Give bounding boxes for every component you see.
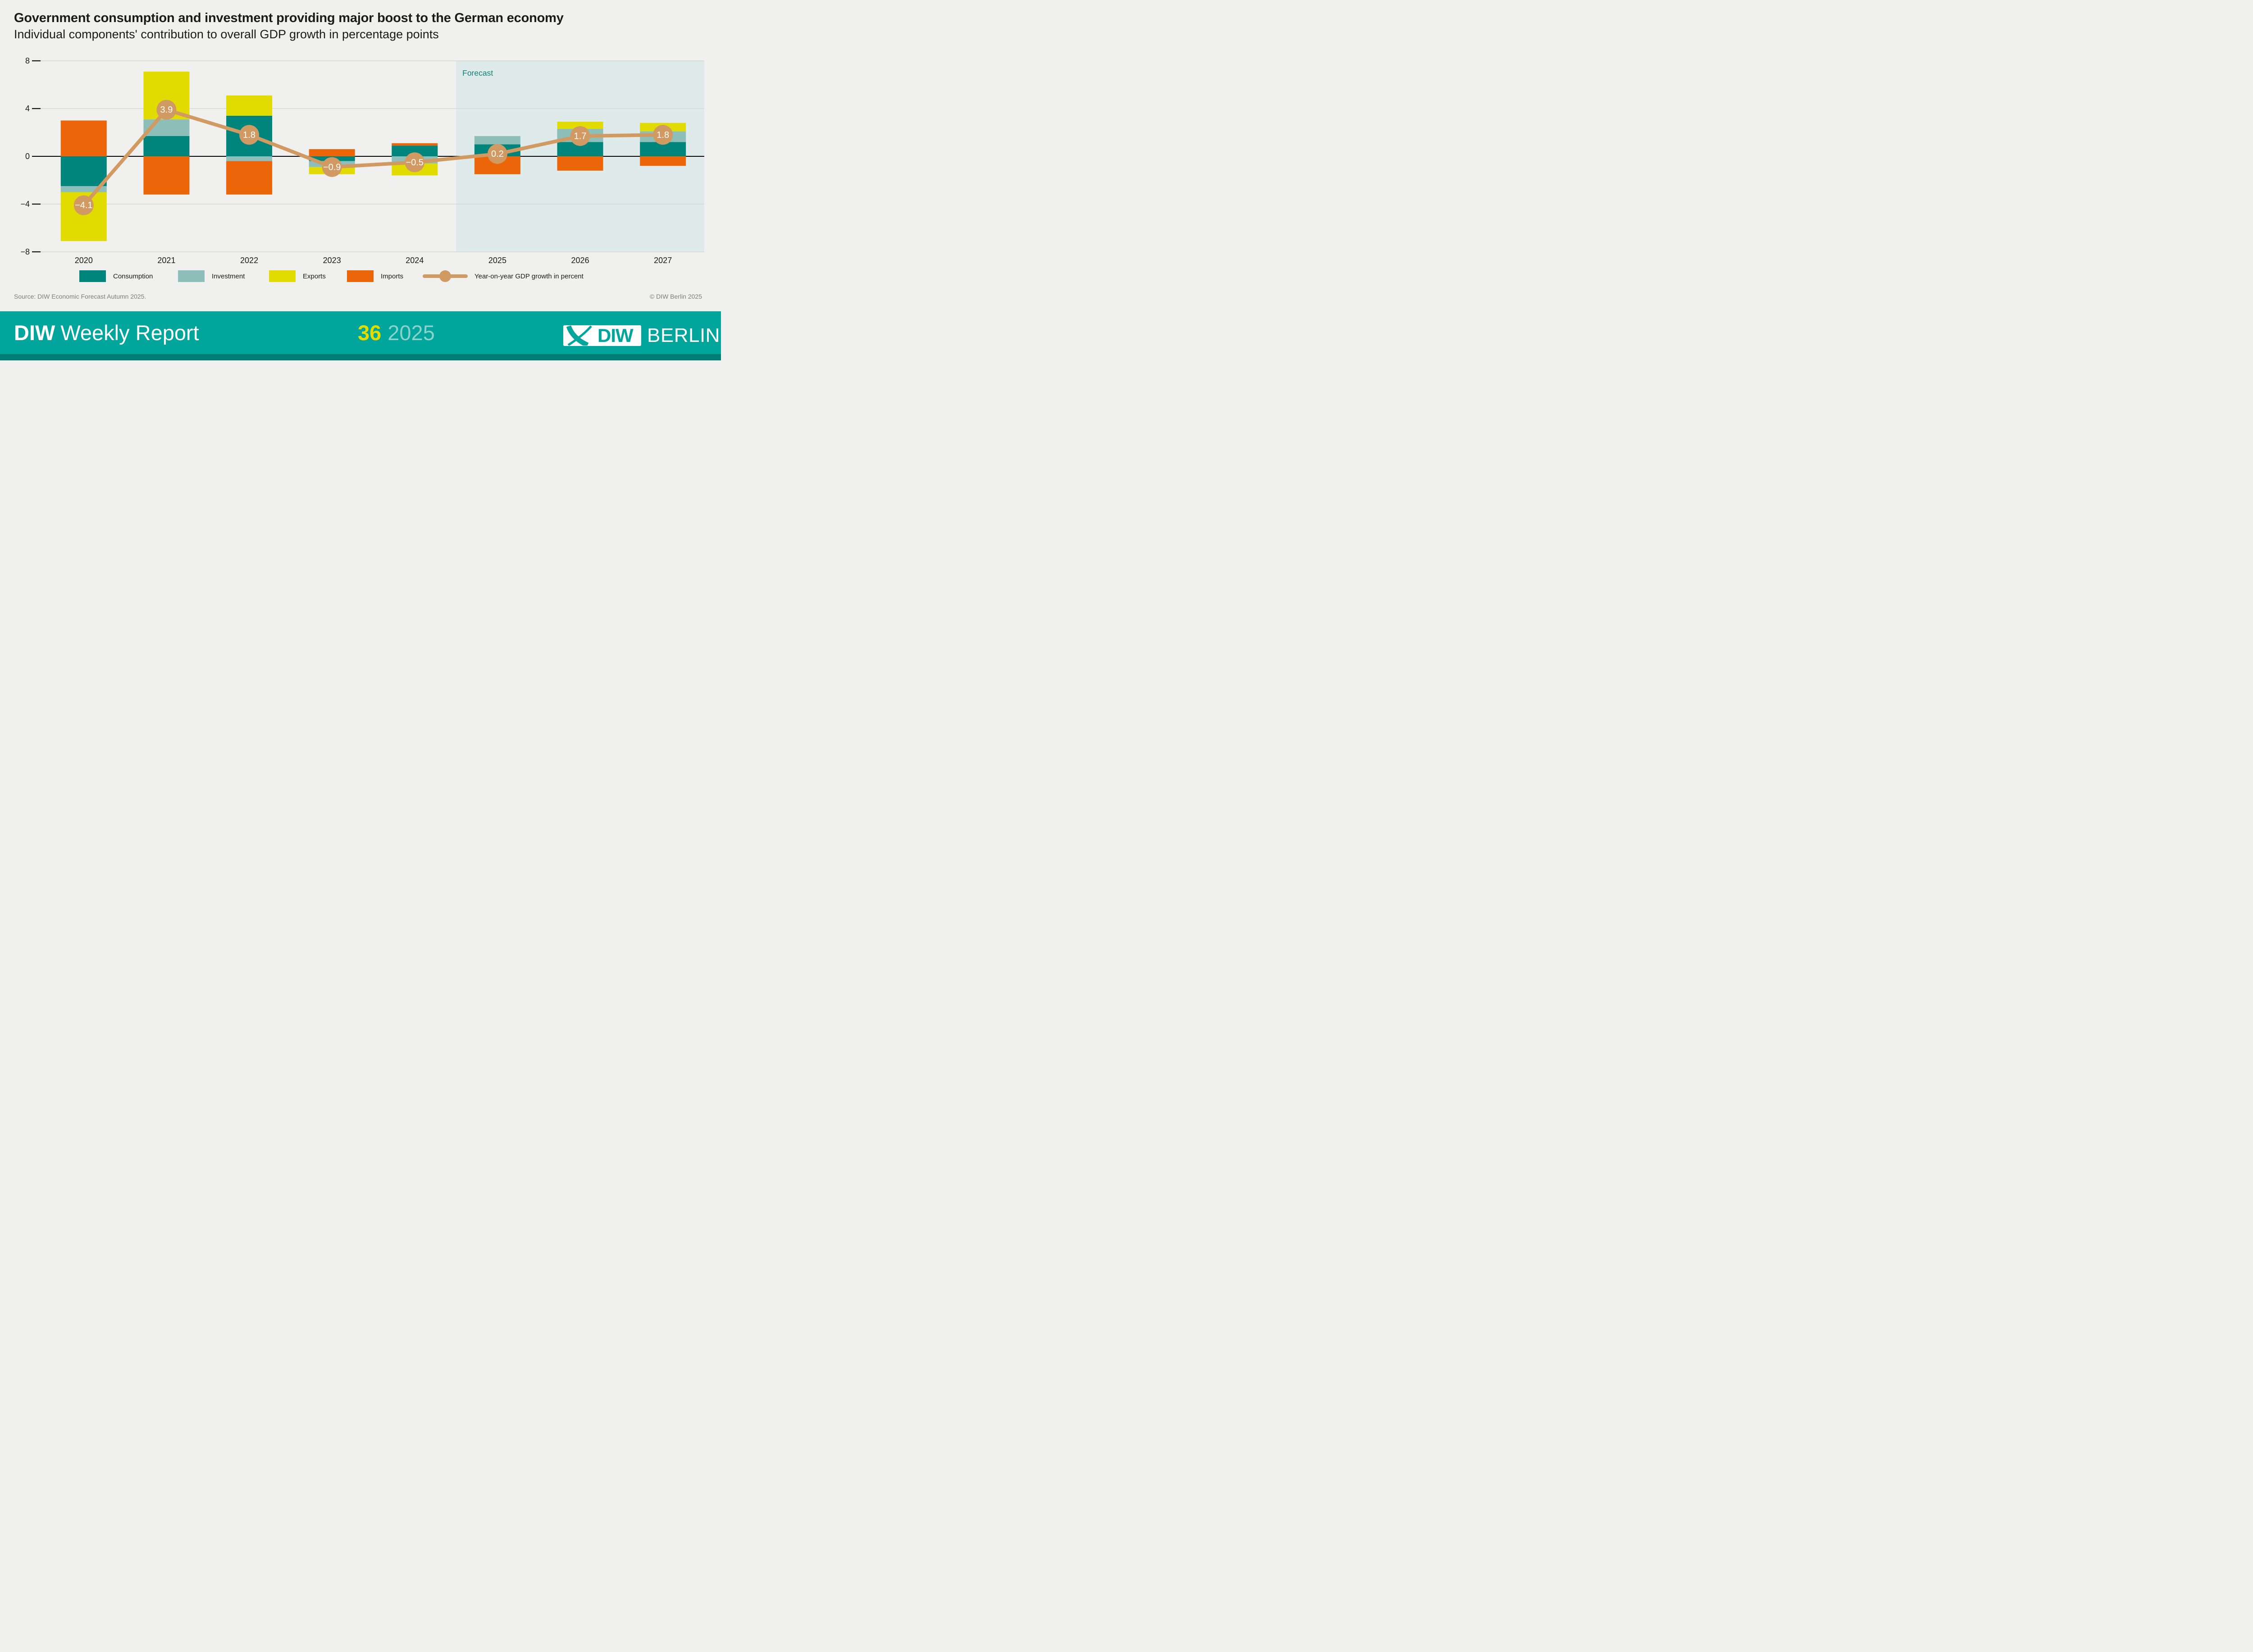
legend-label: Investment (212, 272, 245, 280)
bar-segment-imports-2020 (60, 120, 107, 156)
diw-crossing-curves-icon (566, 326, 592, 346)
bar-segment-exports-2022 (226, 95, 273, 116)
gdp-value-label-2021: 3.9 (160, 105, 173, 115)
x-axis-label-2023: 2023 (323, 256, 341, 265)
legend-item-consumption: Consumption (79, 270, 153, 282)
copyright-text: © DIW Berlin 2025 (649, 293, 702, 300)
publication-name-rest: Weekly Report (60, 321, 199, 345)
gdp-point-2025 (487, 144, 507, 164)
legend-dot (439, 270, 451, 282)
legend-item-investment: Investment (178, 270, 245, 282)
y-axis-label: 4 (25, 104, 30, 113)
x-axis-label-2022: 2022 (240, 256, 258, 265)
gdp-point-2026 (570, 126, 590, 146)
y-axis-label: 8 (25, 56, 30, 65)
chart-legend: Consumption Investment Exports Imports Year-… (0, 270, 721, 282)
gdp-point-2027 (653, 125, 673, 145)
source-text: Source: DIW Economic Forecast Autumn 202… (14, 293, 146, 300)
legend-swatch-consumption (79, 270, 106, 282)
bar-segment-imports-2027 (640, 156, 686, 166)
gdp-value-label-2027: 1.8 (657, 130, 669, 140)
logo-berlin-text: BERLIN (647, 324, 720, 346)
publication-name-diw: DIW (14, 321, 55, 345)
bar-segment-imports-2026 (557, 156, 603, 171)
bar-segment-consumption-2020 (60, 156, 107, 187)
bar-segment-imports-2023 (309, 149, 355, 156)
forecast-label: Forecast (462, 68, 493, 77)
legend-swatch-investment (178, 270, 205, 282)
legend-label: Year-on-year GDP growth in percent (474, 272, 584, 280)
bar-segment-exports-2026 (557, 122, 603, 129)
diw-logo-box: DIW (563, 325, 641, 346)
gdp-point-2024 (405, 152, 425, 173)
gdp-point-2021 (156, 100, 177, 120)
gdp-value-label-2024: −0.5 (406, 158, 424, 168)
bar-segment-investment-2022 (226, 156, 273, 161)
bar-segment-imports-2024 (392, 143, 438, 146)
issue-number: 36 2025 (358, 311, 435, 354)
chart-title: Government consumption and investment pr… (14, 11, 564, 25)
legend-item-imports: Imports (347, 270, 403, 282)
diw-berlin-logo: DIW BERLIN (563, 325, 720, 346)
gdp-value-label-2026: 1.7 (574, 131, 587, 141)
gdp-value-label-2022: 1.8 (243, 130, 255, 140)
bar-segment-consumption-2024 (392, 146, 438, 156)
x-axis-label-2025: 2025 (488, 256, 506, 265)
legend-swatch-exports (269, 270, 296, 282)
page: Government consumption and investment pr… (0, 0, 721, 360)
legend-label: Exports (303, 272, 326, 280)
y-axis-label: −4 (20, 200, 30, 209)
bar-segment-imports-2021 (143, 156, 190, 195)
gdp-point-2022 (239, 125, 260, 145)
x-axis-label-2027: 2027 (654, 256, 672, 265)
legend-swatch-imports (347, 270, 374, 282)
x-axis-label-2024: 2024 (406, 256, 424, 265)
bar-segment-imports-2022 (226, 161, 273, 195)
gdp-growth-line (82, 108, 665, 207)
gdp-point-2023 (322, 157, 342, 177)
bar-segment-consumption-2021 (143, 136, 190, 156)
logo-diw-text: DIW (597, 325, 634, 346)
issue-year: 2025 (388, 321, 435, 345)
legend-item-gdp-line: Year-on-year GDP growth in percent (423, 270, 584, 282)
issue-week: 36 (358, 321, 382, 345)
gdp-line-marker-icon (423, 270, 468, 282)
chart-subtitle: Individual components' contribution to o… (14, 27, 439, 41)
x-axis-label-2026: 2026 (571, 256, 589, 265)
gdp-value-label-2023: −0.9 (323, 162, 341, 172)
gdp-contribution-chart: Forecast 8 4 0 −4 −8 2020 2021 2022 2023 2024 2025 2… (20, 56, 704, 265)
gdp-value-label-2025: 0.2 (491, 149, 504, 159)
x-axis-label-2020: 2020 (75, 256, 93, 265)
publication-name: DIW Weekly Report (14, 311, 199, 354)
gdp-point-2020 (73, 195, 94, 215)
legend-label: Imports (381, 272, 404, 280)
x-axis-label-2021: 2021 (157, 256, 175, 265)
gdp-value-label-2020: −4.1 (75, 200, 92, 210)
y-axis-label: 0 (25, 152, 30, 161)
bar-segment-investment-2025 (474, 136, 520, 145)
footer-bottom-strip (0, 354, 721, 360)
y-axis-label: −8 (20, 247, 30, 256)
legend-item-exports: Exports (269, 270, 326, 282)
legend-label: Consumption (113, 272, 153, 280)
footer-band: DIW Weekly Report 36 2025 DIW BERLIN (0, 311, 721, 354)
